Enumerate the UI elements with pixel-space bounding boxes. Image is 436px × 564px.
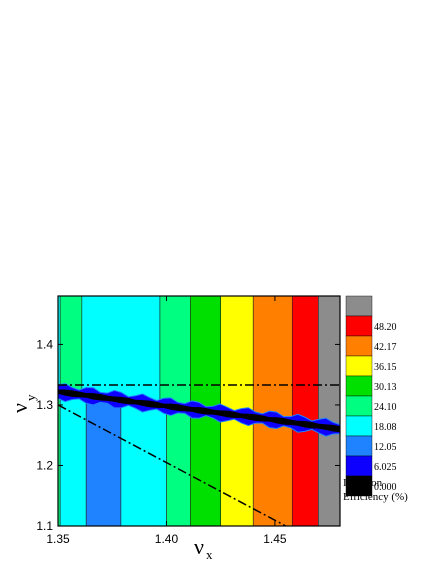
x-axis-title: ν xyxy=(194,534,204,559)
colorbar-label-2: 12.05 xyxy=(374,442,397,453)
colorbar-swatch-1 xyxy=(345,455,373,477)
contour-region-lower-9 xyxy=(318,428,340,526)
contour-region-upper-7 xyxy=(291,296,319,425)
contour-region-lower-6 xyxy=(220,415,254,526)
contour-region-lower-7 xyxy=(252,419,293,526)
contour-region-upper-4 xyxy=(190,296,221,412)
plot-frame xyxy=(57,295,341,527)
colorbar-label-6: 36.15 xyxy=(374,362,397,373)
contour-region-lower-5 xyxy=(190,411,221,526)
colorbar-swatch-3 xyxy=(345,415,373,437)
y-tick-label-3: 1.4 xyxy=(36,337,53,351)
contour-region-upper-2 xyxy=(81,296,161,404)
reference-line-1 xyxy=(58,404,287,526)
x-tick-label-1: 1.40 xyxy=(155,532,179,546)
colorbar-label-4: 24.10 xyxy=(374,402,397,413)
colorbar-label-7: 42.17 xyxy=(374,342,397,353)
y-tick-label-1: 1.2 xyxy=(36,458,53,472)
colorbar: 0.000 6.025 12.05 18.08 24.10 30.13 36.15 42.17… xyxy=(345,295,397,497)
colorbar-swatch-5 xyxy=(345,375,373,397)
colorbar-swatch-4 xyxy=(345,395,373,417)
y-axis-title-subscript: y xyxy=(23,394,38,401)
colorbar-label-0: 0.000 xyxy=(374,482,397,493)
y-axis: 1.1 1.2 1.3 1.4 xyxy=(36,337,340,533)
colorbar-swatch-2 xyxy=(345,435,373,457)
contour-region-lower-3 xyxy=(120,402,167,526)
colorbar-label-1: 6.025 xyxy=(374,462,397,473)
colorbar-label-8: 48.20 xyxy=(374,322,397,333)
y-tick-label-2: 1.3 xyxy=(36,398,53,412)
colorbar-label-3: 18.08 xyxy=(374,422,397,433)
colorbar-swatch-8 xyxy=(345,315,373,337)
contour-region-upper-8 xyxy=(318,296,340,428)
colorbar-swatch-6 xyxy=(345,355,373,377)
plot-area xyxy=(58,296,340,526)
colorbar-label-5: 30.13 xyxy=(374,382,397,393)
colorbar-title-line-2: Efficiency (%) xyxy=(343,491,408,503)
x-axis: 1.35 1.40 1.45 xyxy=(46,296,287,546)
x-axis-title-subscript: x xyxy=(206,547,213,562)
contour-region-upper-5 xyxy=(220,296,254,416)
y-axis-title: ν xyxy=(7,403,32,413)
contour-region-lower-2 xyxy=(85,397,122,526)
y-tick-label-0: 1.1 xyxy=(36,519,53,533)
contour-region-upper-1 xyxy=(59,296,83,393)
contour-region-lower-1 xyxy=(59,394,87,526)
contour-region-upper-6 xyxy=(252,296,293,421)
contour-region-lower-8 xyxy=(291,424,319,526)
colorbar-swatch-0 xyxy=(345,475,373,497)
contour-region-lower-4 xyxy=(166,408,191,526)
colorbar-swatch-7 xyxy=(345,335,373,357)
reference-line-2 xyxy=(58,392,340,429)
x-tick-label-0: 1.35 xyxy=(46,532,70,546)
x-tick-label-2: 1.45 xyxy=(263,532,287,546)
contour-region-upper-3 xyxy=(159,296,191,408)
colorbar-title-line-1: Injection xyxy=(343,477,383,489)
y-axis-title-group: ν y xyxy=(7,394,38,413)
colorbar-swatch-9 xyxy=(345,295,373,317)
